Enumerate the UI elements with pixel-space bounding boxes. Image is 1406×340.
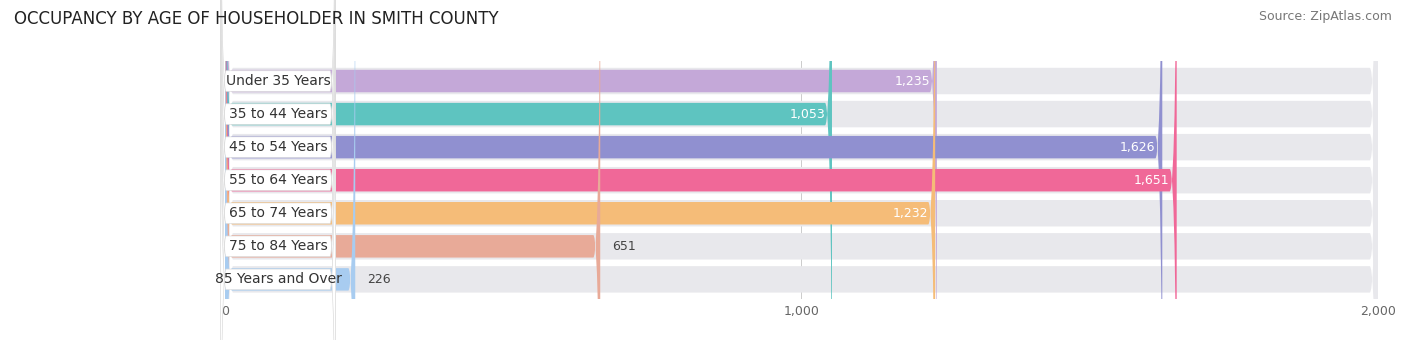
FancyBboxPatch shape xyxy=(221,0,336,340)
Text: 1,651: 1,651 xyxy=(1135,174,1170,187)
FancyBboxPatch shape xyxy=(225,0,832,340)
Text: 1,053: 1,053 xyxy=(789,107,825,121)
Text: Under 35 Years: Under 35 Years xyxy=(225,74,330,88)
FancyBboxPatch shape xyxy=(225,0,936,340)
Text: OCCUPANCY BY AGE OF HOUSEHOLDER IN SMITH COUNTY: OCCUPANCY BY AGE OF HOUSEHOLDER IN SMITH… xyxy=(14,10,499,28)
FancyBboxPatch shape xyxy=(225,0,1163,340)
Text: 45 to 54 Years: 45 to 54 Years xyxy=(229,140,328,154)
FancyBboxPatch shape xyxy=(221,0,336,340)
Text: 1,626: 1,626 xyxy=(1119,141,1156,154)
Text: 35 to 44 Years: 35 to 44 Years xyxy=(229,107,328,121)
Text: 65 to 74 Years: 65 to 74 Years xyxy=(229,206,328,220)
FancyBboxPatch shape xyxy=(225,0,935,340)
FancyBboxPatch shape xyxy=(225,0,1177,340)
FancyBboxPatch shape xyxy=(221,0,336,340)
FancyBboxPatch shape xyxy=(225,0,1378,340)
Text: 1,232: 1,232 xyxy=(893,207,928,220)
FancyBboxPatch shape xyxy=(221,0,336,340)
FancyBboxPatch shape xyxy=(225,0,356,340)
Text: 1,235: 1,235 xyxy=(894,74,929,87)
FancyBboxPatch shape xyxy=(225,0,1378,340)
FancyBboxPatch shape xyxy=(225,0,1378,340)
FancyBboxPatch shape xyxy=(221,0,336,340)
FancyBboxPatch shape xyxy=(225,0,1378,340)
FancyBboxPatch shape xyxy=(225,0,600,340)
Text: 651: 651 xyxy=(612,240,636,253)
FancyBboxPatch shape xyxy=(221,0,336,340)
Text: 75 to 84 Years: 75 to 84 Years xyxy=(229,239,328,253)
FancyBboxPatch shape xyxy=(225,0,1378,340)
FancyBboxPatch shape xyxy=(225,0,1378,340)
Text: 55 to 64 Years: 55 to 64 Years xyxy=(229,173,328,187)
FancyBboxPatch shape xyxy=(225,0,1378,340)
Text: 85 Years and Over: 85 Years and Over xyxy=(215,272,342,286)
Text: 226: 226 xyxy=(367,273,391,286)
Text: Source: ZipAtlas.com: Source: ZipAtlas.com xyxy=(1258,10,1392,23)
FancyBboxPatch shape xyxy=(221,0,336,340)
